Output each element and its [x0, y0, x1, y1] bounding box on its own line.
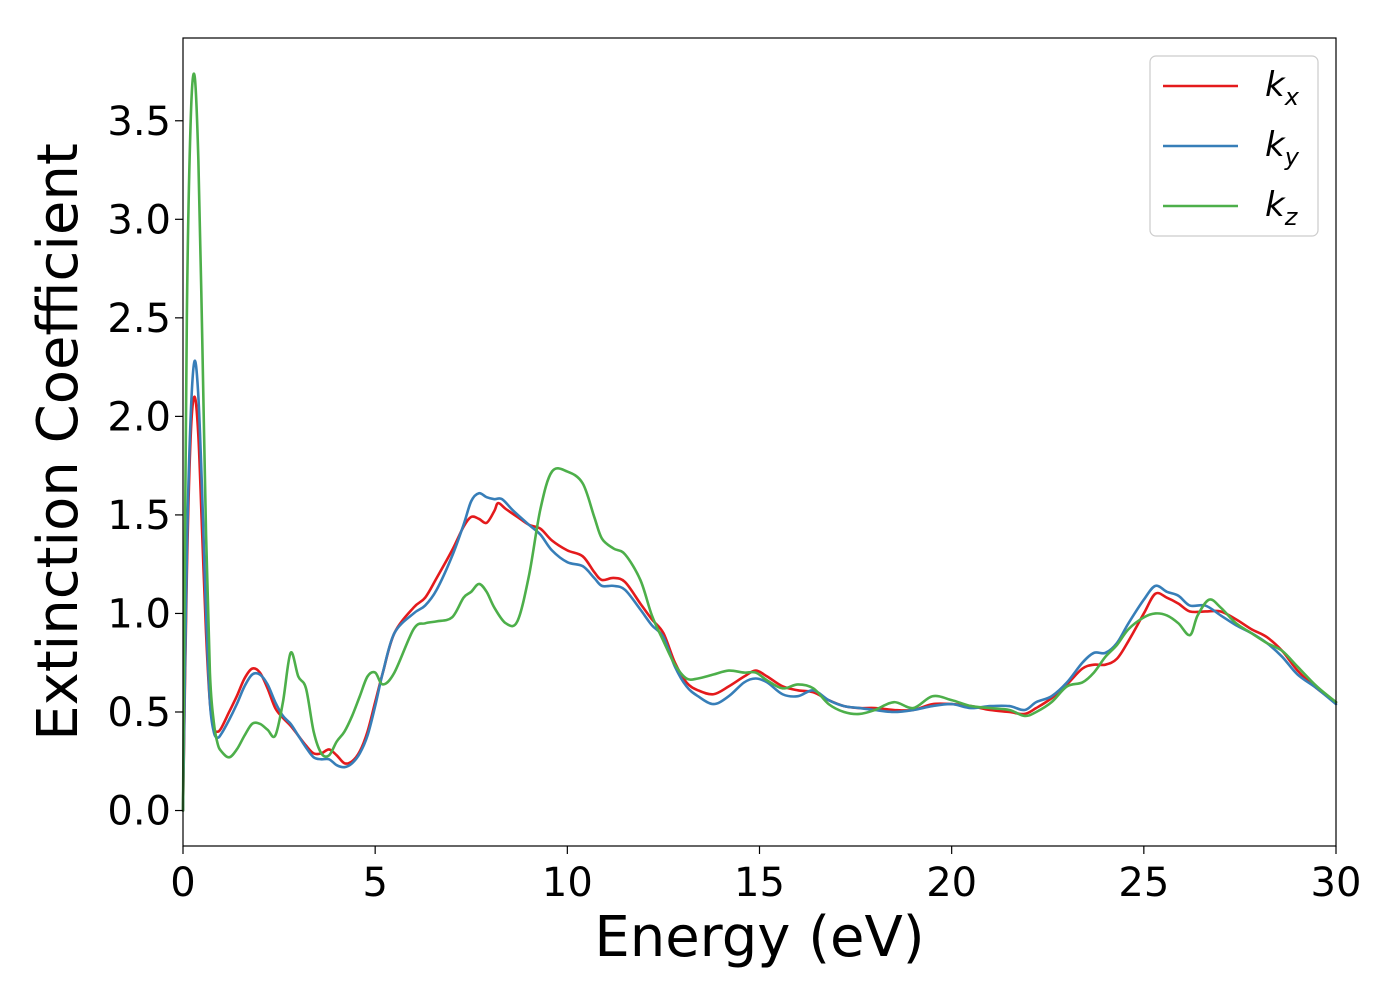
- series-line-x: [181, 395, 1338, 812]
- y-tick-label: 0.5: [107, 690, 171, 736]
- x-tick-label: 20: [926, 860, 977, 906]
- x-tick-label: 25: [1118, 860, 1169, 906]
- y-tick-label: 2.5: [107, 296, 171, 342]
- series-layer: [181, 72, 1338, 812]
- series-line-z: [181, 72, 1338, 812]
- x-tick-label: 0: [170, 860, 195, 906]
- y-tick-label: 1.0: [107, 591, 171, 637]
- y-tick-label: 0.0: [107, 789, 171, 835]
- y-axis-ticks: 0.0 0.5 1.0 1.5 2.0 2.5 3.0 3.5: [107, 99, 183, 835]
- x-tick-label: 10: [542, 860, 593, 906]
- x-tick-label: 30: [1311, 860, 1362, 906]
- y-tick-label: 2.0: [107, 394, 171, 440]
- y-tick-label: 3.0: [107, 197, 171, 243]
- x-tick-label: 15: [734, 860, 785, 906]
- y-axis-label: Extinction Coefficient: [26, 143, 91, 741]
- x-axis-ticks: 0 5 10 15 20 25 30: [170, 846, 1361, 906]
- y-tick-label: 1.5: [107, 493, 171, 539]
- x-axis-label: Energy (eV): [594, 905, 924, 970]
- series-line-y: [181, 359, 1338, 812]
- y-tick-label: 3.5: [107, 99, 171, 145]
- x-tick-label: 5: [362, 860, 387, 906]
